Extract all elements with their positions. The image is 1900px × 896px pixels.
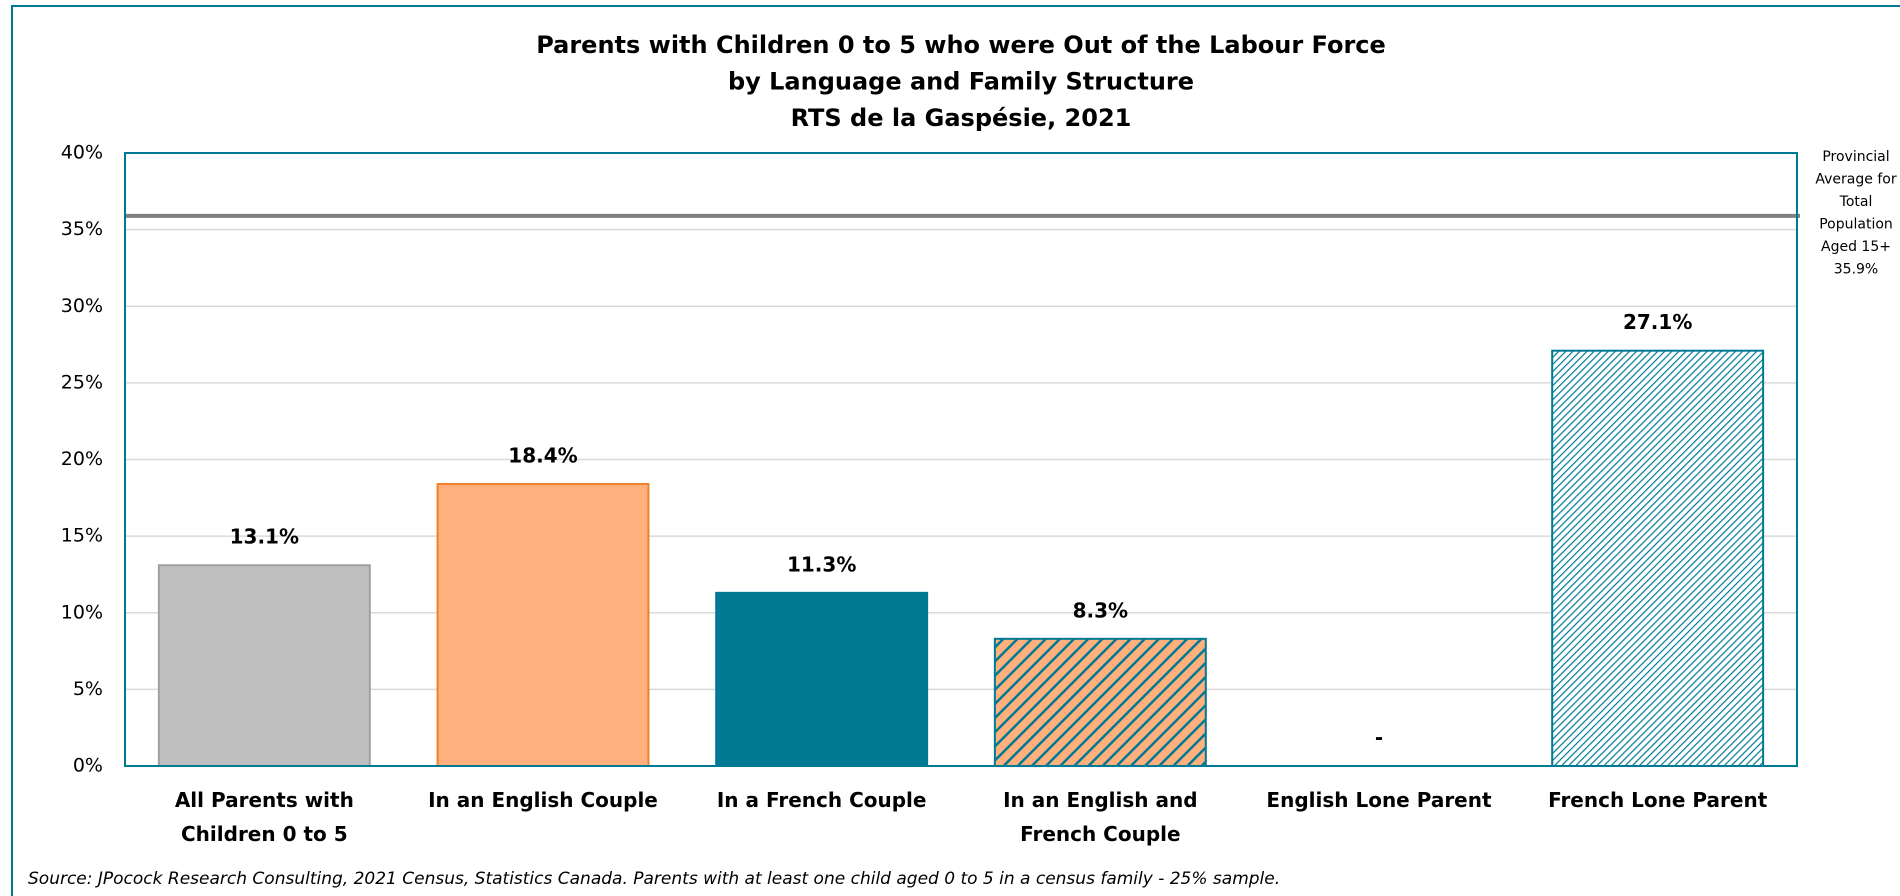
- bar: [715, 591, 929, 768]
- x-tick-label: English Lone Parent: [1266, 788, 1492, 812]
- reference-label: Provincial: [1822, 149, 1889, 165]
- x-tick-label-line: Children 0 to 5: [181, 822, 348, 846]
- x-tick-label: All Parents with Children 0 to 5: [175, 788, 354, 846]
- x-tick-label-line: In a French Couple: [717, 788, 927, 812]
- reference-label: Average for: [1815, 172, 1896, 188]
- reference-label: Aged 15+: [1821, 239, 1891, 255]
- chart-title: by Language and Family Structure: [728, 68, 1194, 96]
- data-label: -: [1375, 726, 1383, 750]
- y-tick-label: 20%: [61, 448, 103, 470]
- bar: [993, 637, 1207, 767]
- bar: [1551, 349, 1765, 767]
- y-tick-label: 30%: [61, 295, 103, 317]
- x-tick-label-line: French Couple: [1020, 822, 1181, 846]
- y-tick-label: 40%: [61, 142, 103, 164]
- x-tick-label: In an English and French Couple: [1003, 788, 1197, 846]
- x-tick-label-line: English Lone Parent: [1266, 788, 1492, 812]
- bar: [157, 564, 371, 767]
- plot-frame: [124, 152, 1798, 767]
- x-tick-label: In a French Couple: [717, 788, 927, 812]
- y-tick-label: 15%: [61, 525, 103, 547]
- data-label: 13.1%: [230, 525, 299, 549]
- y-tick-label: 35%: [61, 218, 103, 240]
- x-tick-label-line: In an English and: [1003, 788, 1197, 812]
- data-label: 27.1%: [1623, 310, 1692, 334]
- chart-title: RTS de la Gaspésie, 2021: [791, 104, 1132, 132]
- data-label: 8.3%: [1073, 598, 1128, 622]
- x-tick-label-line: French Lone Parent: [1548, 788, 1768, 812]
- bar: [436, 483, 650, 767]
- y-tick-label: 0%: [73, 755, 103, 777]
- x-tick-label: In an English Couple: [428, 788, 658, 812]
- reference-label: Total: [1839, 194, 1873, 210]
- chart-frame: [11, 5, 1900, 896]
- data-label: 11.3%: [787, 552, 856, 576]
- y-tick-label: 25%: [61, 371, 103, 393]
- source-note: Source: JPocock Research Consulting, 202…: [28, 869, 1280, 889]
- y-tick-label: 10%: [61, 601, 103, 623]
- reference-label: Population: [1819, 217, 1893, 233]
- x-tick-label-line: In an English Couple: [428, 788, 658, 812]
- x-tick-label: French Lone Parent: [1548, 788, 1768, 812]
- data-label: 18.4%: [508, 444, 577, 468]
- chart-title: Parents with Children 0 to 5 who were Ou…: [536, 31, 1386, 59]
- y-tick-label: 5%: [73, 678, 103, 700]
- reference-value-label: 35.9%: [1834, 262, 1878, 278]
- x-tick-label-line: All Parents with: [175, 788, 354, 812]
